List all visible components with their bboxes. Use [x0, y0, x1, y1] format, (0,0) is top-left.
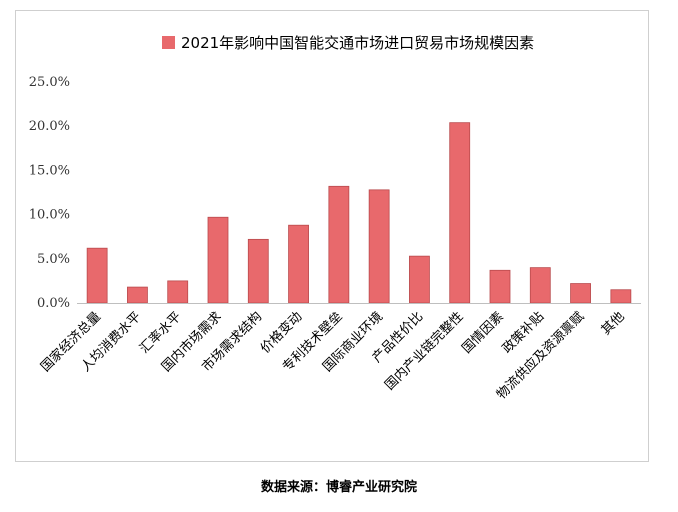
bar	[368, 189, 390, 304]
y-tick-label: 5.0%	[37, 252, 70, 267]
bar	[86, 247, 108, 304]
source-note: 数据来源：博睿产业研究院	[260, 480, 417, 495]
bar	[610, 289, 632, 304]
bar	[328, 185, 350, 304]
bars	[86, 122, 632, 304]
bar	[127, 286, 148, 304]
bar	[247, 238, 269, 304]
y-tick-label: 0.0%	[37, 296, 70, 311]
x-axis: 国家经济总量人均消费水平汇率水平国内市场需求市场需求结构价格变动专利技术壁垒国际…	[37, 303, 641, 403]
chart-frame	[15, 10, 649, 462]
x-tick-label: 其他	[599, 309, 628, 338]
x-tick-label: 国情因素	[459, 309, 506, 356]
bar	[489, 269, 511, 304]
y-axis: 0.0% 5.0% 10.0% 15.0% 20.0% 25.0%	[29, 75, 70, 311]
bar-chart: 2021年影响中国智能交通市场进口贸易市场规模因素 0.0% 5.0% 10.0% 1…	[29, 34, 641, 403]
bar	[288, 224, 309, 304]
y-tick-label: 25.0%	[29, 75, 70, 90]
y-tick-label: 10.0%	[29, 208, 70, 223]
y-tick-label: 20.0%	[29, 119, 70, 134]
bar	[449, 122, 471, 304]
bar	[207, 216, 229, 304]
legend-swatch	[162, 36, 175, 49]
bar	[167, 280, 189, 304]
y-tick-label: 15.0%	[29, 163, 70, 178]
legend-label: 2021年影响中国智能交通市场进口贸易市场规模因素	[181, 34, 534, 52]
bar	[409, 255, 430, 304]
bar	[529, 267, 551, 304]
bar	[570, 283, 591, 304]
legend: 2021年影响中国智能交通市场进口贸易市场规模因素	[162, 34, 534, 52]
